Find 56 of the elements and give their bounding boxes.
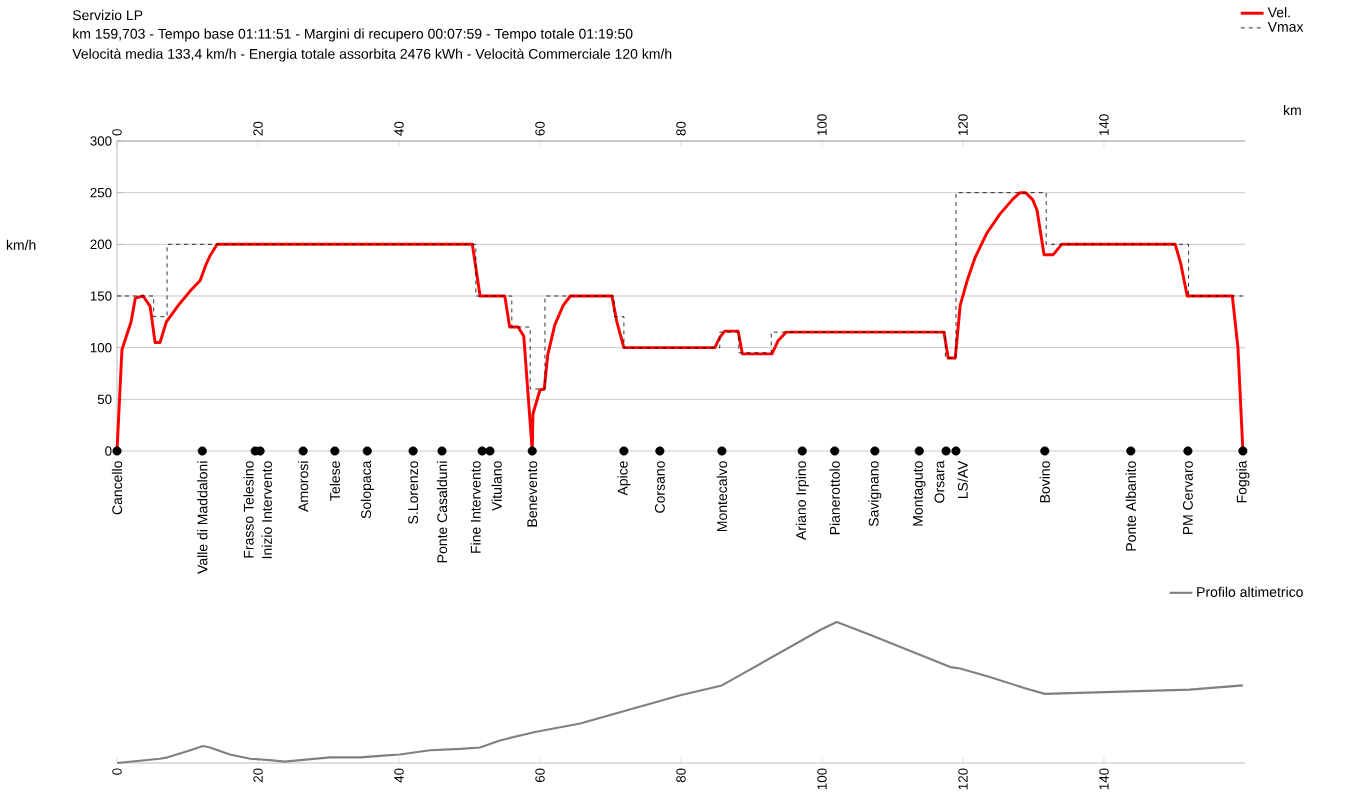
legend-label: Profilo altimetrico [1197, 586, 1303, 597]
annotation: Apice [617, 461, 631, 496]
legend-label: Vmax [1267, 22, 1304, 32]
annotation: Ponte Casalduni [436, 461, 448, 563]
x-tick-label: 140 [1099, 768, 1109, 790]
x-tick-label: 60 [535, 121, 545, 136]
annotation: Frasso Telesino [243, 461, 254, 558]
y-tick-label: 300 [90, 136, 112, 146]
x-tick-label: 100 [817, 768, 827, 790]
x-tick-label: 20 [253, 768, 263, 783]
annotation: Inizio Intervento [261, 461, 272, 559]
annotation: Vitulano [491, 461, 502, 511]
annotation: Bovino [1039, 461, 1050, 503]
x-tick-label: 80 [676, 121, 686, 136]
y-tick-label: 100 [90, 342, 112, 353]
annotation: PM Cervaro [1182, 461, 1193, 535]
annotation: Cancello [111, 461, 123, 515]
y-axis-title: km/h [6, 239, 36, 250]
annotation: Benevento [527, 461, 538, 527]
annotation: Solopaca [360, 460, 374, 519]
y-tick-label: 0 [105, 446, 112, 456]
y-tick-label: 50 [97, 394, 112, 405]
x-tick-label: 20 [253, 121, 263, 136]
annotation: Orsara [934, 460, 945, 503]
y-tick-label: 250 [90, 187, 112, 198]
x-axis-title: km [1283, 104, 1301, 116]
legend-label: Vel. [1267, 7, 1290, 18]
x-tick-label: 80 [676, 768, 686, 783]
annotation: S.Lorenzo [408, 461, 419, 524]
annotation: Ariano Irpino [795, 461, 809, 540]
y-tick-label: 200 [90, 239, 112, 250]
annotation: Foggia [1236, 460, 1250, 503]
chart-subtitle: km 159,703 - Tempo base 01:11:51 - Margini di recupero 00:07:59 - Tempo totale 01:19:50 [73, 28, 633, 42]
text: Velocità media 133,4 km/h - Energia totale assorbita 2476 kWh - Velocità Commerciale 120 km/h [72, 48, 672, 62]
chart-title: Servizio LP [72, 9, 143, 21]
x-tick-label: 100 [817, 114, 827, 136]
x-tick-label: 120 [958, 114, 968, 136]
x-tick-label: 120 [958, 768, 968, 790]
annotation: LS/AV [957, 460, 968, 499]
x-tick-label: 60 [535, 768, 545, 783]
x-tick-label: 140 [1099, 114, 1109, 136]
x-tick-label: 0 [112, 129, 122, 136]
annotation: Amorosi [297, 461, 309, 512]
x-tick-label: 40 [394, 768, 404, 783]
annotation: Montaguto [913, 461, 926, 526]
x-tick-label: 0 [112, 768, 122, 775]
annotation: Pianerottolo [829, 461, 840, 535]
annotation: Fine Intervento [470, 461, 481, 553]
annotation: Corsano [654, 461, 665, 513]
annotation: Telese [329, 461, 340, 501]
annotation: Ponte Albanito [1125, 461, 1136, 551]
annotation: Savignano [868, 461, 882, 527]
y-tick-label: 150 [90, 291, 112, 301]
x-tick-label: 40 [394, 121, 404, 136]
annotation: Valle di Maddaloni [197, 461, 208, 574]
annotation: Montecalvo [716, 461, 728, 532]
